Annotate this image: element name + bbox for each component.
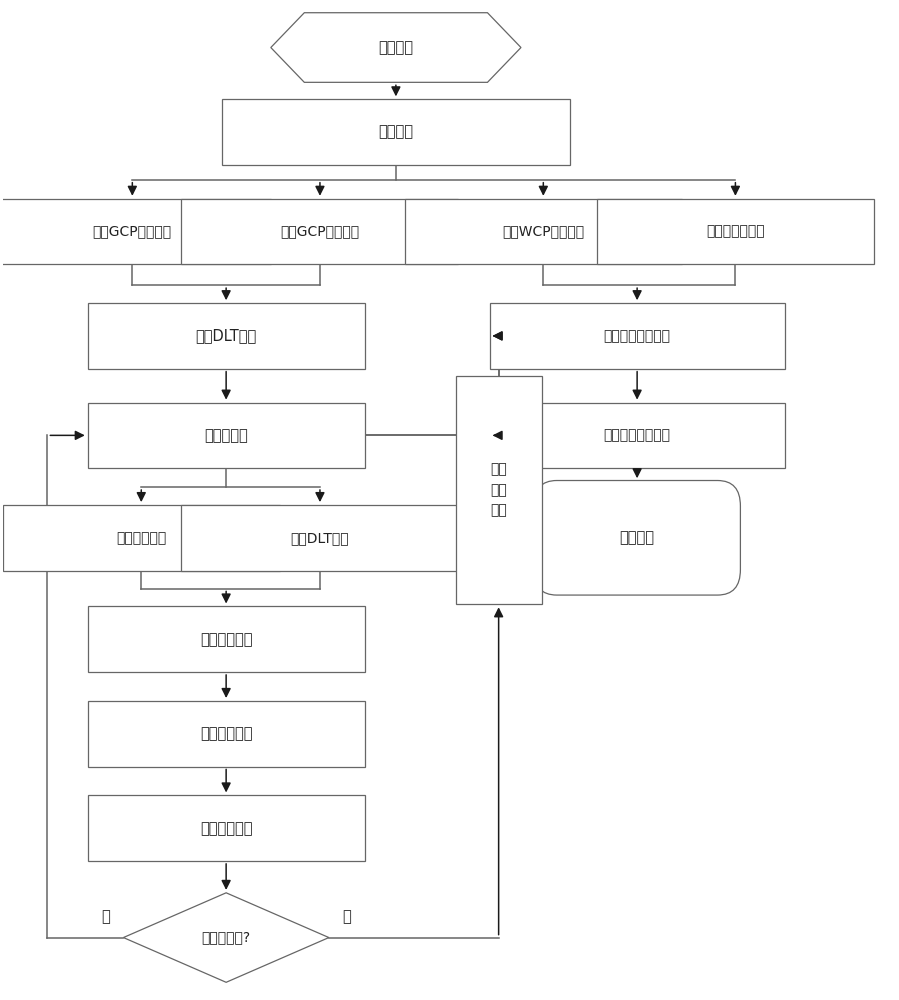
Text: 系统布设: 系统布设 <box>378 125 414 140</box>
FancyBboxPatch shape <box>3 505 280 571</box>
Text: 开始测量: 开始测量 <box>378 40 414 55</box>
Text: 返回
优化
系数: 返回 优化 系数 <box>490 462 507 518</box>
Text: 结束测量: 结束测量 <box>619 530 654 545</box>
Text: 测量WCP世界坐标: 测量WCP世界坐标 <box>503 225 584 238</box>
Text: 提取GCP图像坐标: 提取GCP图像坐标 <box>280 225 360 238</box>
FancyBboxPatch shape <box>490 303 785 369</box>
FancyBboxPatch shape <box>490 403 785 468</box>
Text: 计算像点物方坐标: 计算像点物方坐标 <box>603 428 671 442</box>
Text: 计算理想像点: 计算理想像点 <box>200 632 253 647</box>
Text: 测量GCP世界坐标: 测量GCP世界坐标 <box>93 225 172 238</box>
Text: 测量实时水位值: 测量实时水位值 <box>706 225 765 238</box>
Text: 大于门限值?: 大于门限值? <box>201 931 251 945</box>
Text: 是: 是 <box>343 910 352 925</box>
Text: 反求物方坐标: 反求物方坐标 <box>200 726 253 741</box>
FancyBboxPatch shape <box>88 795 365 861</box>
FancyBboxPatch shape <box>597 199 874 264</box>
Text: 修正像差系数: 修正像差系数 <box>116 531 166 545</box>
Text: 计算测量精度: 计算测量精度 <box>200 821 253 836</box>
FancyBboxPatch shape <box>405 199 681 264</box>
Text: 否: 否 <box>102 910 110 925</box>
FancyBboxPatch shape <box>88 303 365 369</box>
Text: 更新畸变项: 更新畸变项 <box>204 428 248 443</box>
FancyBboxPatch shape <box>88 403 365 468</box>
FancyBboxPatch shape <box>534 481 741 595</box>
FancyBboxPatch shape <box>0 199 271 264</box>
Polygon shape <box>271 13 521 82</box>
FancyBboxPatch shape <box>88 701 365 767</box>
FancyBboxPatch shape <box>222 99 570 165</box>
Text: 修正DLT系数: 修正DLT系数 <box>290 531 350 545</box>
FancyBboxPatch shape <box>182 505 458 571</box>
FancyBboxPatch shape <box>456 376 541 604</box>
FancyBboxPatch shape <box>88 606 365 672</box>
FancyBboxPatch shape <box>182 199 458 264</box>
Text: 求解水面高程系数: 求解水面高程系数 <box>603 329 671 343</box>
Text: 求解DLT系数: 求解DLT系数 <box>195 328 257 343</box>
Polygon shape <box>123 893 329 982</box>
